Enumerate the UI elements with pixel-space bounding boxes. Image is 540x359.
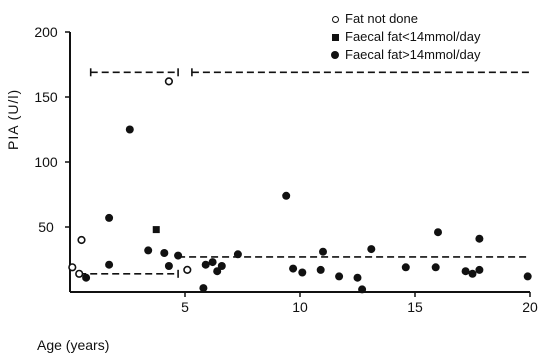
data-point-faecal-fat-high bbox=[523, 272, 532, 281]
data-point-faecal-fat-high bbox=[358, 285, 367, 294]
x-axis-label: Age (years) bbox=[37, 337, 110, 353]
data-point-faecal-fat-high bbox=[475, 234, 484, 243]
data-point-faecal-fat-high bbox=[461, 267, 470, 276]
data-point-fat-not-done bbox=[77, 235, 86, 245]
data-point-faecal-fat-high bbox=[199, 284, 208, 293]
data-point-faecal-fat-high bbox=[316, 265, 325, 274]
x-tick-label: 10 bbox=[292, 299, 308, 315]
legend-item-fat-not-done: Fat not done bbox=[328, 10, 480, 28]
data-point-faecal-fat-high bbox=[125, 125, 134, 134]
legend-label: Fat not done bbox=[345, 11, 418, 26]
data-point-faecal-fat-high bbox=[289, 264, 298, 273]
data-point-faecal-fat-high bbox=[201, 260, 210, 269]
data-point-faecal-fat-high bbox=[82, 273, 91, 282]
data-point-faecal-fat-high bbox=[319, 247, 327, 256]
data-point-faecal-fat-high bbox=[217, 262, 226, 270]
data-point-fat-not-done bbox=[183, 265, 192, 275]
legend-item-faecal-fat-low: Faecal fat<14mmol/day bbox=[328, 28, 480, 46]
data-point-faecal-fat-high bbox=[335, 272, 344, 281]
reference-lines bbox=[79, 68, 530, 278]
data-point-fat-not-done bbox=[68, 263, 77, 272]
tick-marks bbox=[65, 31, 531, 297]
data-point-faecal-fat-high bbox=[105, 213, 114, 222]
data-point-faecal-fat-high bbox=[298, 268, 307, 277]
data-point-fat-not-done bbox=[75, 269, 84, 278]
y-tick-label: 100 bbox=[34, 154, 58, 170]
data-point-faecal-fat-high bbox=[174, 251, 183, 260]
filled-circle-marker-icon bbox=[328, 46, 342, 64]
data-point-faecal-fat-high bbox=[282, 191, 291, 200]
data-point-faecal-fat-high bbox=[208, 258, 217, 267]
data-point-faecal-fat-high bbox=[105, 260, 114, 269]
tick-labels: 5 10 15 20 50 100 150 200 bbox=[34, 24, 538, 315]
x-tick-label: 20 bbox=[522, 299, 538, 315]
legend: Fat not done Faecal fat<14mmol/day Faeca… bbox=[328, 10, 480, 64]
legend-label: Faecal fat<14mmol/day bbox=[345, 29, 481, 44]
data-point-faecal-fat-high bbox=[434, 228, 442, 237]
data-point-faecal-fat-high bbox=[353, 273, 362, 282]
open-circle-marker-icon bbox=[328, 10, 342, 28]
data-point-faecal-fat-high bbox=[468, 269, 477, 278]
data-point-faecal-fat-high bbox=[401, 263, 410, 272]
x-tick-label: 5 bbox=[181, 299, 189, 315]
data-points bbox=[68, 77, 532, 294]
data-point-faecal-fat-high bbox=[160, 249, 169, 257]
x-tick-label: 15 bbox=[407, 299, 423, 315]
data-point-faecal-fat-high bbox=[144, 246, 153, 255]
data-point-faecal-fat-low bbox=[152, 226, 160, 234]
data-point-faecal-fat-high bbox=[367, 245, 376, 254]
data-point-faecal-fat-high bbox=[213, 267, 222, 276]
y-tick-label: 200 bbox=[34, 24, 58, 40]
data-point-fat-not-done bbox=[164, 77, 173, 86]
data-point-faecal-fat-high bbox=[233, 250, 242, 259]
data-point-faecal-fat-high bbox=[431, 263, 440, 272]
y-tick-label: 50 bbox=[38, 219, 54, 235]
filled-square-marker-icon bbox=[328, 28, 342, 46]
y-axis-label: PIA (U/l) bbox=[5, 88, 21, 150]
y-tick-label: 150 bbox=[34, 89, 58, 105]
axes bbox=[69, 32, 530, 293]
legend-item-faecal-fat-high: Faecal fat>14mmol/day bbox=[328, 46, 480, 64]
legend-label: Faecal fat>14mmol/day bbox=[345, 47, 481, 62]
data-point-faecal-fat-high bbox=[164, 262, 173, 270]
data-point-faecal-fat-high bbox=[475, 265, 484, 274]
